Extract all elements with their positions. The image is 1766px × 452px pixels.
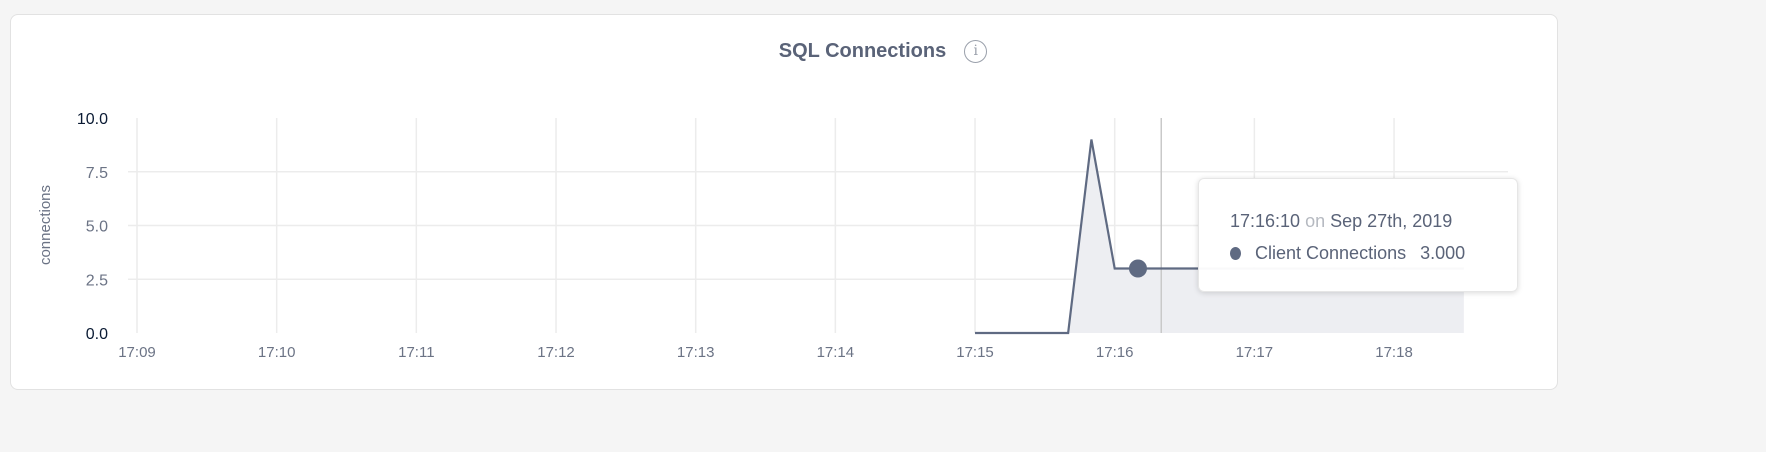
tooltip-date: Sep 27th, 2019 [1330, 211, 1453, 231]
y-tick-label: 7.5 [86, 165, 108, 182]
chart-tooltip: 17:16:10 on Sep 27th, 2019 Client Connec… [1198, 178, 1518, 292]
hover-point [1128, 259, 1147, 278]
x-tick-label: 17:14 [817, 344, 855, 361]
y-tick-label: 2.5 [86, 272, 108, 289]
tooltip-series-name: Client Connections [1255, 243, 1407, 263]
tooltip-series-row: Client Connections 3.000 [1230, 243, 1465, 264]
y-tick-label: 0.0 [86, 326, 108, 343]
series-dot-icon [1230, 247, 1241, 260]
x-tick-label: 17:10 [258, 344, 296, 361]
y-tick-label: 10.0 [77, 111, 108, 128]
x-tick-label: 17:11 [398, 344, 434, 361]
x-tick-label: 17:09 [118, 344, 156, 361]
x-tick-label: 17:15 [956, 344, 994, 361]
chart-title: SQL Connections [778, 40, 947, 62]
x-tick-label: 17:17 [1236, 344, 1274, 361]
info-circle-icon[interactable]: i [964, 40, 988, 63]
tooltip-on: on [1305, 211, 1326, 231]
y-axis-label: connections [37, 185, 54, 265]
x-tick-label: 17:16 [1096, 344, 1134, 361]
x-tick-label: 17:18 [1375, 344, 1413, 361]
y-tick-label: 5.0 [86, 219, 108, 236]
tooltip-time: 17:16:10 [1230, 211, 1301, 231]
tooltip-timestamp: 17:16:10 on Sep 27th, 2019 [1230, 211, 1452, 232]
tooltip-value: 3.000 [1420, 243, 1466, 263]
chart-header: SQL Connections i [0, 40, 1766, 70]
x-tick-label: 17:12 [537, 344, 575, 361]
x-tick-label: 17:13 [677, 344, 715, 361]
